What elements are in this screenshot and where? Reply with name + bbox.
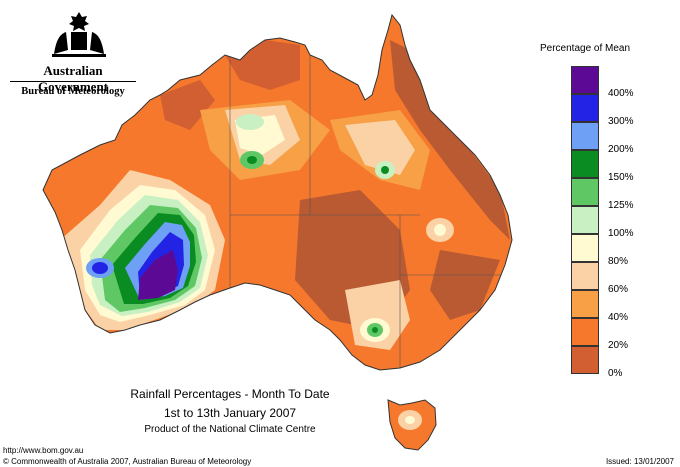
legend-label: 300%	[608, 116, 634, 127]
legend-label: 60%	[608, 284, 629, 295]
legend-label: 150%	[608, 172, 634, 183]
copyright-text: © Commonwealth of Australia 2007, Austra…	[3, 457, 252, 466]
legend-swatch	[571, 290, 599, 318]
legend-label: 200%	[608, 144, 634, 155]
website-url[interactable]: http://www.bom.gov.au	[3, 446, 84, 455]
legend-swatch	[571, 206, 599, 234]
government-logo: Australian Government Bureau of Meteorol…	[8, 8, 138, 98]
legend-label: 20%	[608, 340, 629, 351]
legend-label: 80%	[608, 256, 629, 267]
legend-swatch	[571, 234, 599, 262]
legend-swatch	[571, 150, 599, 178]
legend-swatch	[571, 346, 599, 374]
legend-label: 0%	[608, 368, 623, 379]
map-credit: Product of the National Climate Centre	[144, 424, 316, 435]
legend-label: 400%	[608, 88, 634, 99]
government-title: Australian Government	[37, 63, 109, 94]
legend-swatch	[571, 94, 599, 122]
legend-swatch	[571, 262, 599, 290]
issued-date: Issued: 13/01/2007	[605, 457, 674, 466]
legend-title: Percentage of Mean	[540, 43, 631, 54]
legend-label: 100%	[608, 228, 634, 239]
legend-swatch	[571, 66, 599, 94]
legend-label: 125%	[608, 200, 634, 211]
coat-of-arms-icon	[52, 12, 106, 57]
legend-swatch	[571, 178, 599, 206]
legend-swatch	[571, 122, 599, 150]
map-title: Rainfall Percentages - Month To Date	[130, 387, 330, 401]
bureau-title: Bureau of Meteorology	[21, 86, 125, 97]
legend-swatch	[571, 318, 599, 346]
legend-label: 40%	[608, 312, 629, 323]
logo-divider	[10, 81, 136, 82]
legend: Percentage of Mean 400% 300% 200% 150% 125% 1…	[530, 40, 670, 390]
map-period: 1st to 13th January 2007	[163, 406, 297, 420]
